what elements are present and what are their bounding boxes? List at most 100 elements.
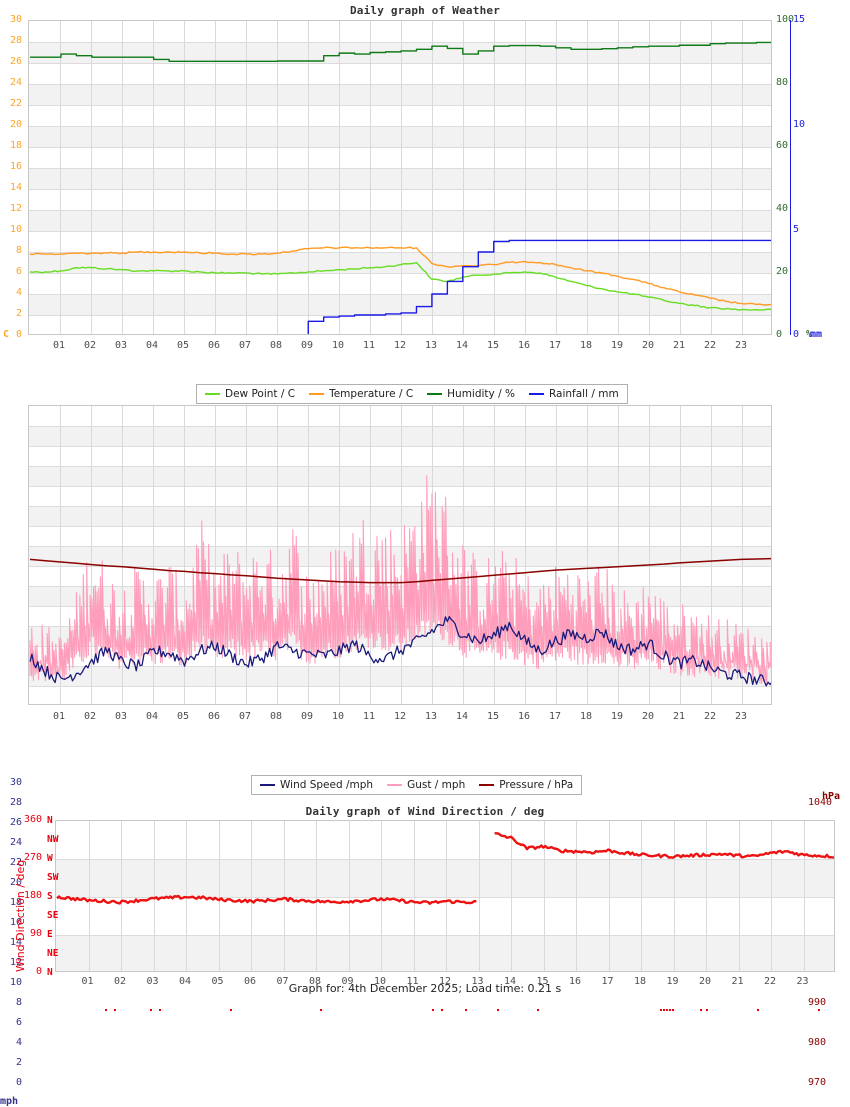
y-tick-label: 0 <box>15 329 22 340</box>
grid-band <box>29 168 771 189</box>
x-tick-label: 07 <box>238 340 252 351</box>
v-gridline <box>91 406 92 704</box>
x-tick-label: 02 <box>83 340 97 351</box>
y-tick-label: 6 <box>15 1017 22 1028</box>
x-tick-label: 09 <box>300 711 314 722</box>
y-tick-label: 1040 <box>808 797 833 808</box>
overflow-marker <box>706 1009 708 1011</box>
h-gridline <box>29 42 771 43</box>
legend-item[interactable]: Wind Speed /mph <box>260 779 373 791</box>
v-gridline <box>277 21 278 334</box>
x-tick-label: 08 <box>269 711 283 722</box>
y-tick-label: 990 <box>808 997 827 1008</box>
v-gridline <box>60 21 61 334</box>
overflow-marker <box>465 1009 467 1011</box>
chart2-legend: Wind Speed /mph Gust / mph Pressure / hPa <box>251 775 583 795</box>
v-gridline <box>771 821 772 971</box>
legend-label: Temperature / C <box>329 388 414 400</box>
y-tick-label: 970 <box>808 1077 827 1088</box>
legend-item[interactable]: Pressure / hPa <box>479 779 573 791</box>
grid-band <box>29 546 771 566</box>
y-tick-label: 80 <box>776 77 789 88</box>
h-gridline <box>29 273 771 274</box>
humidity-axis-unit: % <box>806 329 813 340</box>
overflow-marker <box>663 1009 665 1011</box>
v-gridline <box>706 821 707 971</box>
compass-tick-label: SE <box>47 910 59 921</box>
compass-tick-label: N <box>47 967 53 978</box>
overflow-marker <box>660 1009 662 1011</box>
overflow-marker <box>497 1009 499 1011</box>
x-tick-label: 16 <box>568 976 582 987</box>
compass-tick-label: NE <box>47 948 59 959</box>
y-tick-label: 22 <box>9 857 22 868</box>
y-tick-label: 22 <box>9 98 22 109</box>
x-tick-label: 23 <box>796 976 809 987</box>
v-gridline <box>804 821 805 971</box>
y-tick-label: 2 <box>15 308 22 319</box>
chart2-plot-area <box>28 405 772 705</box>
x-tick-label: 20 <box>641 711 655 722</box>
series-pressure <box>29 557 771 584</box>
x-tick-label: 22 <box>763 976 777 987</box>
x-tick-label: 04 <box>145 711 159 722</box>
h-gridline <box>29 426 771 427</box>
legend-item[interactable]: Rainfall / mm <box>528 388 619 400</box>
x-tick-label: 10 <box>373 976 387 987</box>
x-tick-label: 06 <box>243 976 257 987</box>
v-gridline <box>122 406 123 704</box>
x-tick-label: 12 <box>393 711 407 722</box>
compass-tick-label: N <box>47 815 53 826</box>
overflow-marker <box>105 1009 107 1011</box>
y-tick-label: 10 <box>793 119 806 130</box>
grid-band <box>56 935 834 971</box>
legend-swatch <box>387 783 403 787</box>
x-tick-label: 19 <box>610 711 624 722</box>
h-gridline <box>29 231 771 232</box>
v-gridline <box>511 821 512 971</box>
v-gridline <box>219 821 220 971</box>
x-tick-label: 23 <box>734 711 748 722</box>
y-tick-label: 16 <box>9 161 22 172</box>
overflow-marker <box>159 1009 161 1011</box>
y-tick-label: 4 <box>15 287 22 298</box>
y-tick-label: 90 <box>29 928 42 939</box>
x-tick-label: 18 <box>579 711 593 722</box>
h-gridline <box>29 189 771 190</box>
v-gridline <box>246 406 247 704</box>
legend-item[interactable]: Dew Point / C <box>205 388 295 400</box>
grid-band <box>29 466 771 486</box>
x-tick-label: 17 <box>601 976 614 987</box>
v-gridline <box>184 406 185 704</box>
legend-label: Dew Point / C <box>225 388 296 400</box>
v-gridline <box>479 821 480 971</box>
h-gridline <box>29 252 771 253</box>
legend-item[interactable]: Humidity / % <box>427 388 515 400</box>
x-tick-label: 10 <box>331 711 345 722</box>
legend-item[interactable]: Gust / mph <box>387 779 465 791</box>
x-tick-label: 11 <box>362 711 376 722</box>
v-gridline <box>277 406 278 704</box>
v-gridline <box>618 21 619 334</box>
y-tick-label: 20 <box>9 119 22 130</box>
left-axis-unit: C <box>3 329 10 340</box>
x-tick-label: 18 <box>633 976 647 987</box>
v-gridline <box>401 406 402 704</box>
compass-tick-label: W <box>47 853 53 864</box>
legend-item[interactable]: Temperature / C <box>309 388 413 400</box>
v-gridline <box>674 821 675 971</box>
v-gridline <box>186 821 187 971</box>
x-tick-label: 15 <box>486 340 500 351</box>
x-tick-label: 13 <box>424 340 438 351</box>
x-tick-label: 11 <box>406 976 419 987</box>
y-tick-label: 10 <box>9 977 22 988</box>
v-gridline <box>446 821 447 971</box>
grid-band <box>29 252 771 273</box>
x-tick-label: 05 <box>211 976 224 987</box>
y-tick-label: 100 <box>776 14 795 25</box>
legend-swatch <box>205 392 220 396</box>
footer-text: Graph for: 4th December 2025; Load time:… <box>288 982 562 995</box>
v-gridline <box>680 21 681 334</box>
v-gridline <box>122 21 123 334</box>
series-wind-direction <box>56 894 477 905</box>
